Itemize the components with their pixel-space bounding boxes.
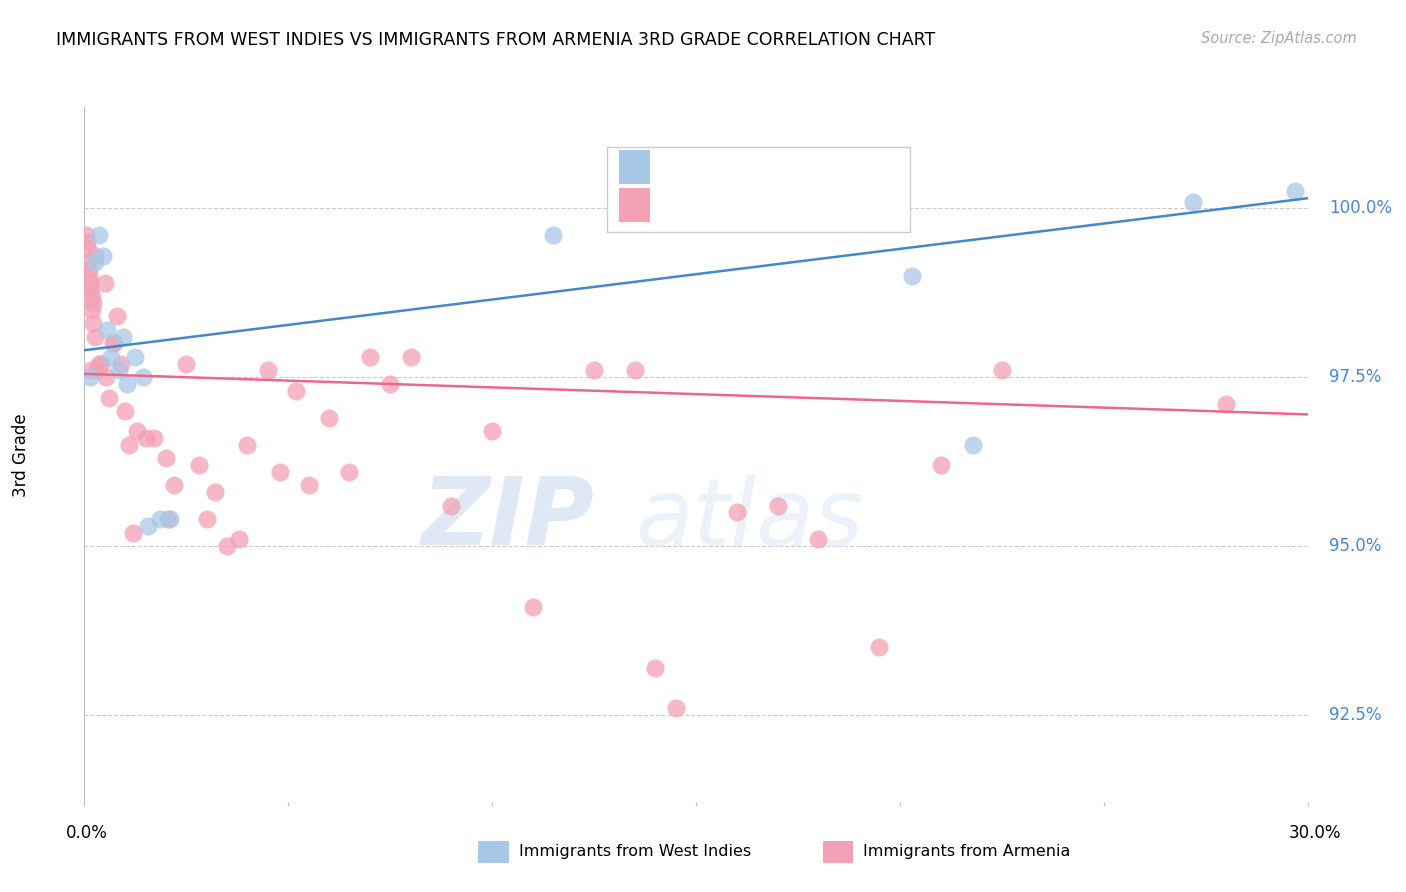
Text: atlas: atlas: [636, 474, 863, 565]
Text: 95.0%: 95.0%: [1329, 537, 1381, 555]
Point: [155, 451, 177, 466]
Point: [440, 499, 463, 513]
Point: [82, 302, 104, 317]
Point: [990, 363, 1012, 377]
Point: [624, 363, 647, 377]
Point: [135, 431, 157, 445]
Point: [80, 289, 103, 303]
Point: [76, 235, 98, 249]
Text: 0.0%: 0.0%: [66, 824, 108, 842]
Point: [83, 255, 105, 269]
Point: [84, 249, 107, 263]
Point: [94, 370, 117, 384]
Point: [236, 438, 259, 452]
Point: [1182, 194, 1205, 209]
Point: [174, 357, 197, 371]
Point: [108, 363, 131, 377]
Point: [901, 268, 924, 283]
Text: Immigrants from Armenia: Immigrants from Armenia: [863, 845, 1070, 859]
Point: [481, 424, 503, 438]
Point: [399, 350, 422, 364]
Point: [136, 519, 159, 533]
Point: [100, 350, 122, 364]
Point: [664, 701, 686, 715]
Text: Immigrants from West Indies: Immigrants from West Indies: [519, 845, 751, 859]
Point: [93, 276, 115, 290]
Point: [87, 357, 110, 371]
Point: [380, 376, 402, 391]
Point: [644, 661, 666, 675]
Point: [82, 316, 104, 330]
Point: [217, 539, 239, 553]
Point: [269, 465, 291, 479]
Point: [522, 599, 544, 614]
Point: [77, 262, 100, 277]
Point: [195, 512, 218, 526]
Point: [91, 249, 114, 263]
Text: 92.5%: 92.5%: [1329, 706, 1381, 724]
Point: [285, 384, 308, 398]
Point: [105, 310, 128, 324]
Point: [869, 640, 891, 655]
Point: [725, 505, 748, 519]
Point: [90, 357, 112, 371]
Point: [543, 228, 565, 243]
Point: [114, 404, 136, 418]
Point: [79, 282, 101, 296]
Text: R =  0.458   N = 19: R = 0.458 N = 19: [661, 157, 875, 177]
Point: [110, 357, 132, 371]
Text: 100.0%: 100.0%: [1329, 200, 1392, 218]
Point: [101, 336, 124, 351]
Point: [96, 323, 118, 337]
Point: [204, 485, 226, 500]
Point: [163, 478, 186, 492]
Point: [118, 438, 141, 452]
Text: ZIP: ZIP: [422, 473, 593, 566]
Point: [79, 276, 101, 290]
Point: [97, 391, 120, 405]
Point: [1215, 397, 1237, 411]
Point: [962, 438, 984, 452]
Point: [582, 363, 605, 377]
Point: [257, 363, 280, 377]
Point: [115, 376, 138, 391]
Text: IMMIGRANTS FROM WEST INDIES VS IMMIGRANTS FROM ARMENIA 3RD GRADE CORRELATION CHA: IMMIGRANTS FROM WEST INDIES VS IMMIGRANT…: [56, 31, 935, 49]
Point: [124, 350, 146, 364]
Point: [77, 268, 100, 283]
Text: 30.0%: 30.0%: [1288, 824, 1341, 842]
Text: 3rd Grade: 3rd Grade: [13, 413, 30, 497]
Point: [766, 499, 789, 513]
Point: [187, 458, 209, 472]
Point: [82, 296, 104, 310]
Text: 97.5%: 97.5%: [1329, 368, 1381, 386]
Point: [359, 350, 381, 364]
Point: [807, 533, 830, 547]
Point: [83, 329, 105, 343]
Point: [339, 465, 360, 479]
Point: [122, 525, 145, 540]
Point: [142, 431, 165, 445]
Point: [75, 228, 97, 243]
Point: [77, 242, 100, 256]
Point: [80, 363, 103, 377]
Point: [298, 478, 321, 492]
Point: [127, 424, 149, 438]
Point: [1284, 185, 1306, 199]
Point: [112, 329, 135, 343]
Point: [79, 370, 101, 384]
Point: [228, 533, 250, 547]
Point: [87, 228, 110, 243]
Point: [318, 410, 340, 425]
Point: [929, 458, 952, 472]
Point: [103, 336, 125, 351]
Point: [149, 512, 172, 526]
Point: [76, 255, 98, 269]
Point: [156, 512, 179, 526]
Text: Source: ZipAtlas.com: Source: ZipAtlas.com: [1201, 31, 1357, 46]
Point: [86, 363, 108, 377]
Text: R = -0.072   N = 64: R = -0.072 N = 64: [661, 195, 875, 215]
Point: [132, 370, 155, 384]
Point: [159, 512, 181, 526]
